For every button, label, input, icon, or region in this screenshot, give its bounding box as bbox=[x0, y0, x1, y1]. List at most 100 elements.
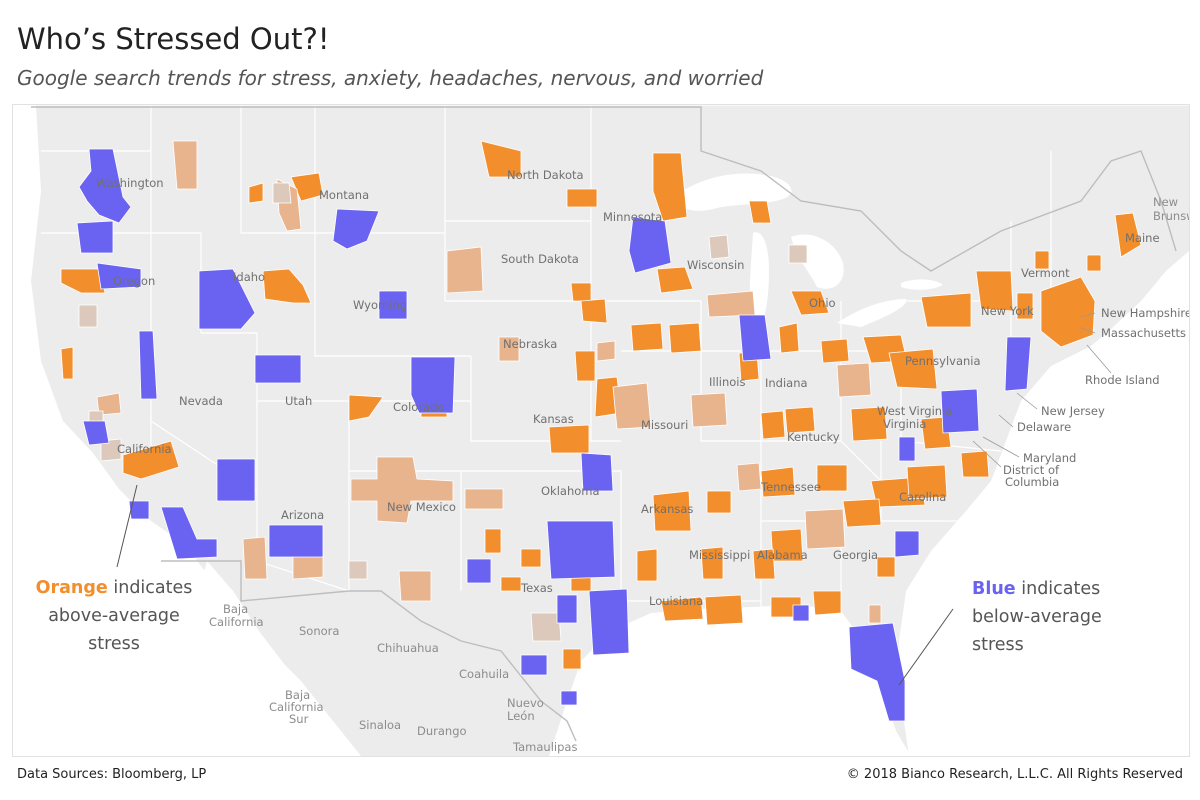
region-texas-panhandle[interactable] bbox=[484, 528, 502, 554]
region-oregon-north[interactable] bbox=[96, 262, 142, 290]
region-washington-south[interactable] bbox=[76, 220, 114, 254]
region-texas-coast[interactable] bbox=[562, 648, 582, 670]
region-nebraska[interactable] bbox=[498, 336, 520, 362]
region-texas-border[interactable] bbox=[520, 654, 548, 676]
region-austin[interactable] bbox=[556, 594, 578, 624]
region-michigan[interactable] bbox=[788, 244, 808, 264]
region-minnesota[interactable] bbox=[628, 216, 672, 274]
region-oregon-coast[interactable] bbox=[60, 268, 106, 294]
region-california-central[interactable] bbox=[96, 392, 122, 416]
region-virginia-blue[interactable] bbox=[898, 436, 916, 462]
region-kentucky[interactable] bbox=[784, 406, 816, 434]
region-iowa-north[interactable] bbox=[570, 282, 592, 302]
region-michigan-south[interactable] bbox=[778, 322, 800, 354]
region-wisconsin-north[interactable] bbox=[708, 234, 730, 260]
region-utah[interactable] bbox=[254, 354, 302, 384]
region-arizona-phoenix[interactable] bbox=[268, 524, 324, 558]
region-colorado[interactable] bbox=[410, 356, 456, 414]
region-ny-east[interactable] bbox=[1016, 292, 1034, 320]
region-ohio-mid[interactable] bbox=[596, 340, 616, 362]
region-oregon-south[interactable] bbox=[60, 346, 74, 380]
region-virginia-dc[interactable] bbox=[940, 388, 980, 434]
region-illinois-west[interactable] bbox=[630, 322, 664, 352]
region-virginia-south[interactable] bbox=[960, 450, 990, 478]
light-orange-regions[interactable] bbox=[96, 140, 882, 624]
region-wisconsin[interactable] bbox=[656, 266, 694, 294]
region-pa-east[interactable] bbox=[888, 348, 938, 390]
region-texas-el-paso[interactable] bbox=[466, 558, 492, 584]
region-ohio-south[interactable] bbox=[836, 362, 872, 398]
region-seattle[interactable] bbox=[78, 148, 132, 224]
region-idaho-south[interactable] bbox=[262, 268, 312, 304]
region-nebraska-west[interactable] bbox=[348, 394, 384, 422]
region-arizona-south[interactable] bbox=[292, 554, 324, 580]
region-wv[interactable] bbox=[850, 406, 888, 442]
neutral-regions[interactable] bbox=[78, 182, 808, 642]
region-nj[interactable] bbox=[1004, 336, 1032, 392]
region-arkansas[interactable] bbox=[652, 490, 692, 532]
region-vermont[interactable] bbox=[1034, 250, 1050, 270]
region-idaho[interactable] bbox=[198, 268, 256, 330]
region-louisiana-east[interactable] bbox=[704, 594, 744, 626]
region-illinois-north[interactable] bbox=[668, 322, 702, 354]
region-indiana-south[interactable] bbox=[760, 410, 786, 440]
region-ohio-north[interactable] bbox=[790, 290, 830, 316]
region-missouri-central[interactable] bbox=[612, 382, 652, 430]
region-california-la[interactable] bbox=[160, 506, 218, 560]
region-dallas[interactable] bbox=[546, 520, 616, 580]
region-mississippi-south[interactable] bbox=[636, 548, 658, 582]
region-houston[interactable] bbox=[588, 588, 630, 656]
region-arizona-west[interactable] bbox=[242, 536, 268, 580]
region-florida-central[interactable] bbox=[868, 604, 882, 624]
region-florida[interactable] bbox=[848, 622, 906, 722]
blue-regions[interactable] bbox=[76, 148, 1032, 722]
region-minnesota-north[interactable] bbox=[652, 152, 688, 222]
region-tennessee[interactable] bbox=[760, 466, 796, 498]
region-nevada-vegas[interactable] bbox=[216, 458, 256, 502]
region-washington-east[interactable] bbox=[172, 140, 198, 190]
orange-regions[interactable] bbox=[60, 140, 1142, 670]
region-montana-south[interactable] bbox=[272, 182, 292, 204]
region-wisconsin-south[interactable] bbox=[706, 290, 756, 318]
region-ny-west[interactable] bbox=[920, 292, 972, 328]
region-california-mid[interactable] bbox=[100, 438, 122, 462]
region-sc[interactable] bbox=[842, 498, 882, 528]
region-new-england[interactable] bbox=[1040, 276, 1096, 348]
region-nh[interactable] bbox=[1086, 254, 1102, 272]
region-ny-central[interactable] bbox=[975, 270, 1014, 312]
region-arizona-east[interactable] bbox=[348, 560, 368, 580]
region-nevada[interactable] bbox=[138, 330, 158, 400]
region-ndakota-west[interactable] bbox=[480, 140, 522, 178]
region-texas-east[interactable] bbox=[520, 548, 542, 568]
stress-map[interactable]: Washington Oregon California Nevada Idah… bbox=[12, 104, 1190, 757]
region-maine[interactable] bbox=[1114, 212, 1142, 258]
region-montana-central[interactable] bbox=[332, 208, 380, 250]
region-nc-blue[interactable] bbox=[894, 530, 920, 558]
region-sdakota[interactable] bbox=[446, 246, 484, 294]
region-texas-south-tip[interactable] bbox=[560, 690, 578, 706]
region-california-bay[interactable] bbox=[82, 420, 110, 446]
region-montana-west[interactable] bbox=[248, 182, 264, 204]
region-arkansas-north[interactable] bbox=[706, 490, 732, 514]
region-new-mexico[interactable] bbox=[350, 456, 454, 524]
region-nc-east[interactable] bbox=[906, 464, 948, 500]
region-texas-west-far[interactable] bbox=[398, 570, 432, 602]
region-florida-pan[interactable] bbox=[812, 590, 842, 616]
region-louisiana[interactable] bbox=[660, 596, 704, 622]
region-oregon-inland[interactable] bbox=[78, 304, 98, 328]
region-texas-west[interactable] bbox=[500, 576, 522, 592]
region-tennessee-east[interactable] bbox=[816, 464, 848, 492]
region-tn-west[interactable] bbox=[736, 462, 762, 492]
region-florida-north[interactable] bbox=[876, 556, 896, 578]
region-texas-north[interactable] bbox=[548, 424, 590, 454]
region-ohio[interactable] bbox=[820, 338, 850, 364]
region-missouri-west[interactable] bbox=[574, 350, 596, 382]
region-oklahoma[interactable] bbox=[580, 452, 614, 492]
region-georgia-central[interactable] bbox=[804, 508, 846, 550]
region-wyoming[interactable] bbox=[378, 290, 408, 320]
region-ndakota-east[interactable] bbox=[566, 188, 598, 208]
region-florida-gulf[interactable] bbox=[792, 604, 810, 622]
region-michigan-chicago[interactable] bbox=[738, 314, 772, 362]
region-texas-central[interactable] bbox=[530, 612, 562, 642]
region-illinois-central[interactable] bbox=[690, 392, 728, 428]
